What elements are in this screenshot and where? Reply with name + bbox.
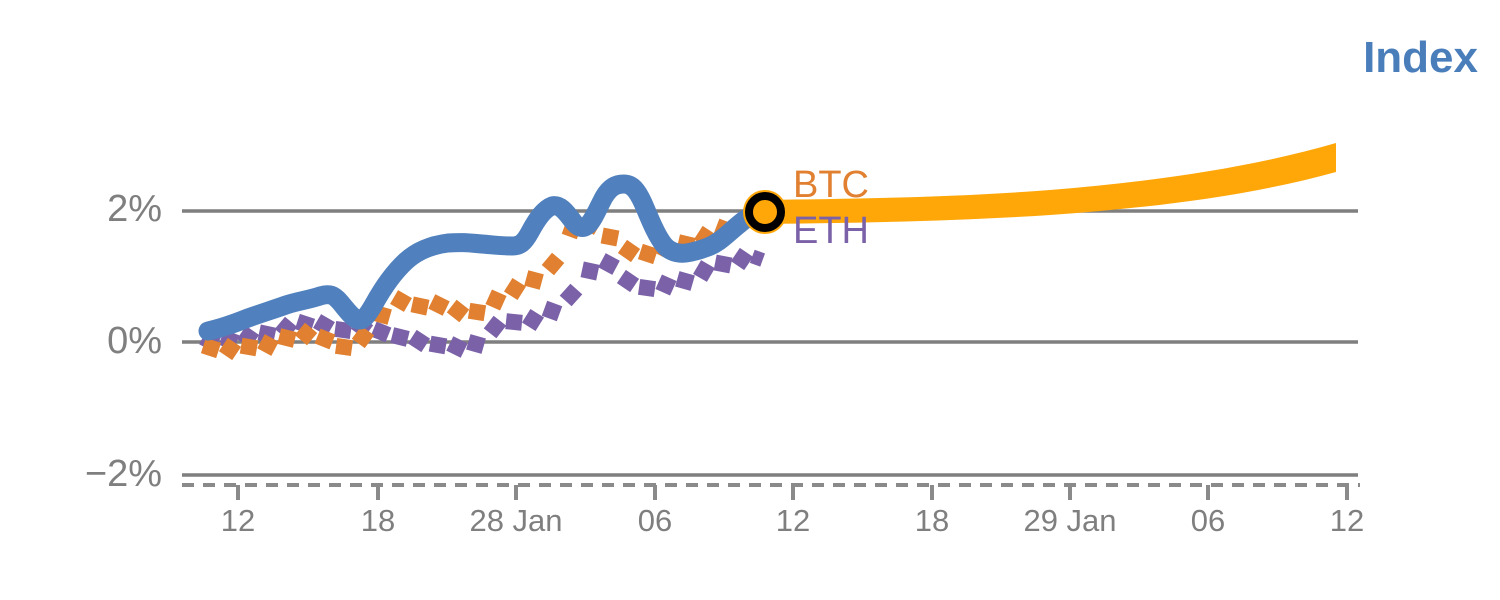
current-point-marker[interactable]: [745, 192, 785, 232]
y-tick-label-2pct: 2%: [107, 188, 162, 230]
forecast-band-btc: [755, 143, 1336, 224]
series-index-line: [198, 174, 766, 341]
x-tick-label-2: 28 Jan: [469, 503, 563, 538]
x-tick-label-5: 18: [914, 503, 950, 538]
x-tick-label-0: 12: [220, 503, 256, 538]
series-label-btc: BTC: [793, 164, 869, 206]
x-tick-label-4: 12: [775, 503, 811, 538]
series-label-eth: ETH: [793, 210, 869, 252]
x-tick-label-6: 29 Jan: [1023, 503, 1117, 538]
y-tick-label-0pct: 0%: [107, 320, 162, 362]
y-tick-label-neg2pct: −2%: [84, 453, 162, 495]
x-tick-label-1: 18: [360, 503, 396, 538]
x-tick-label-3: 06: [637, 503, 673, 538]
chart-title: Index: [1363, 33, 1478, 82]
x-tick-label-7: 06: [1190, 503, 1226, 538]
x-axis-ticks: [236, 485, 1349, 500]
x-tick-label-8: 12: [1329, 503, 1365, 538]
